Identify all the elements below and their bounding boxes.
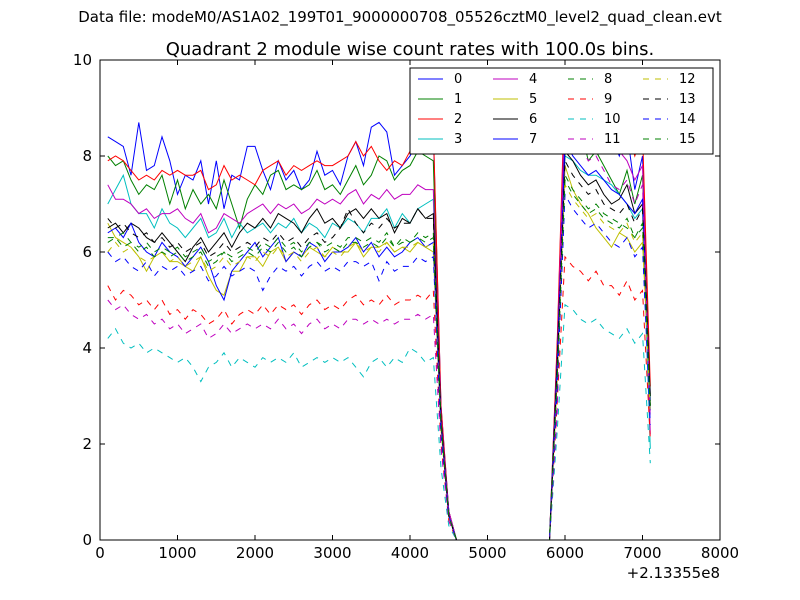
legend-item-8: 8 (568, 72, 612, 87)
legend-label: 8 (604, 72, 612, 87)
series-line-15 (107, 178, 651, 541)
series-line-1 (107, 125, 651, 541)
plot-lines (107, 79, 651, 541)
x-axis-offset-label: +2.13355e8 (627, 564, 720, 582)
legend-item-2: 2 (418, 112, 462, 127)
legend-label: 6 (529, 112, 537, 127)
series-line-5 (107, 165, 651, 541)
legend-label: 5 (529, 92, 537, 107)
x-tick-label: 6000 (546, 544, 584, 562)
legend-item-4: 4 (493, 72, 537, 87)
legend-label: 15 (679, 132, 696, 147)
y-tick-label: 8 (82, 147, 92, 165)
x-tick-label: 5000 (468, 544, 506, 562)
legend-item-11: 11 (568, 132, 621, 147)
legend-item-3: 3 (418, 132, 462, 147)
series-line-13 (107, 158, 651, 541)
legend-label: 7 (529, 132, 537, 147)
x-tick-label: 0 (95, 544, 105, 562)
legend-item-1: 1 (418, 92, 462, 107)
x-tick-label: 4000 (391, 544, 429, 562)
legend-item-15: 15 (643, 132, 696, 147)
legend-label: 14 (679, 112, 696, 127)
series-line-2 (107, 79, 651, 541)
y-tick-label: 0 (82, 531, 92, 549)
x-axis: 0 1000 2000 3000 4000 5000 6000 7000 8000 (95, 60, 739, 562)
legend-label: 3 (454, 132, 462, 147)
legend-item-10: 10 (568, 112, 621, 127)
x-tick-label: 2000 (236, 544, 274, 562)
series-line-14 (107, 192, 651, 541)
x-tick-label: 3000 (313, 544, 351, 562)
series-line-8 (107, 173, 651, 541)
x-tick-label: 7000 (623, 544, 661, 562)
legend-item-9: 9 (568, 92, 612, 107)
series-line-10 (107, 303, 651, 541)
y-tick-label: 10 (73, 51, 92, 69)
legend-item-7: 7 (493, 132, 537, 147)
series-line-9 (107, 255, 651, 541)
legend-label: 9 (604, 92, 612, 107)
series-line-4 (107, 101, 651, 541)
y-tick-label: 6 (82, 243, 92, 261)
series-line-6 (107, 149, 651, 541)
legend-label: 12 (679, 72, 696, 87)
legend-item-0: 0 (418, 72, 462, 87)
legend-box (409, 67, 714, 155)
x-tick-label: 1000 (158, 544, 196, 562)
chart-title: Quadrant 2 module wise count rates with … (166, 39, 655, 60)
legend-item-14: 14 (643, 112, 696, 127)
legend-item-12: 12 (643, 72, 696, 87)
figure-suptitle: Data file: modeM0/AS1A02_199T01_90000007… (78, 8, 722, 26)
x-tick-label: 8000 (701, 544, 739, 562)
legend-item-13: 13 (643, 92, 696, 107)
legend-label: 13 (679, 92, 696, 107)
legend-label: 11 (604, 132, 621, 147)
legend-label: 4 (529, 72, 537, 87)
legend-label: 10 (604, 112, 621, 127)
legend-label: 0 (454, 72, 462, 87)
legend-item-6: 6 (493, 112, 537, 127)
y-tick-label: 4 (82, 339, 92, 357)
legend-item-5: 5 (493, 92, 537, 107)
legend-label: 1 (454, 92, 462, 107)
series-line-3 (107, 155, 651, 541)
y-tick-label: 2 (82, 435, 92, 453)
legend-label: 2 (454, 112, 462, 127)
